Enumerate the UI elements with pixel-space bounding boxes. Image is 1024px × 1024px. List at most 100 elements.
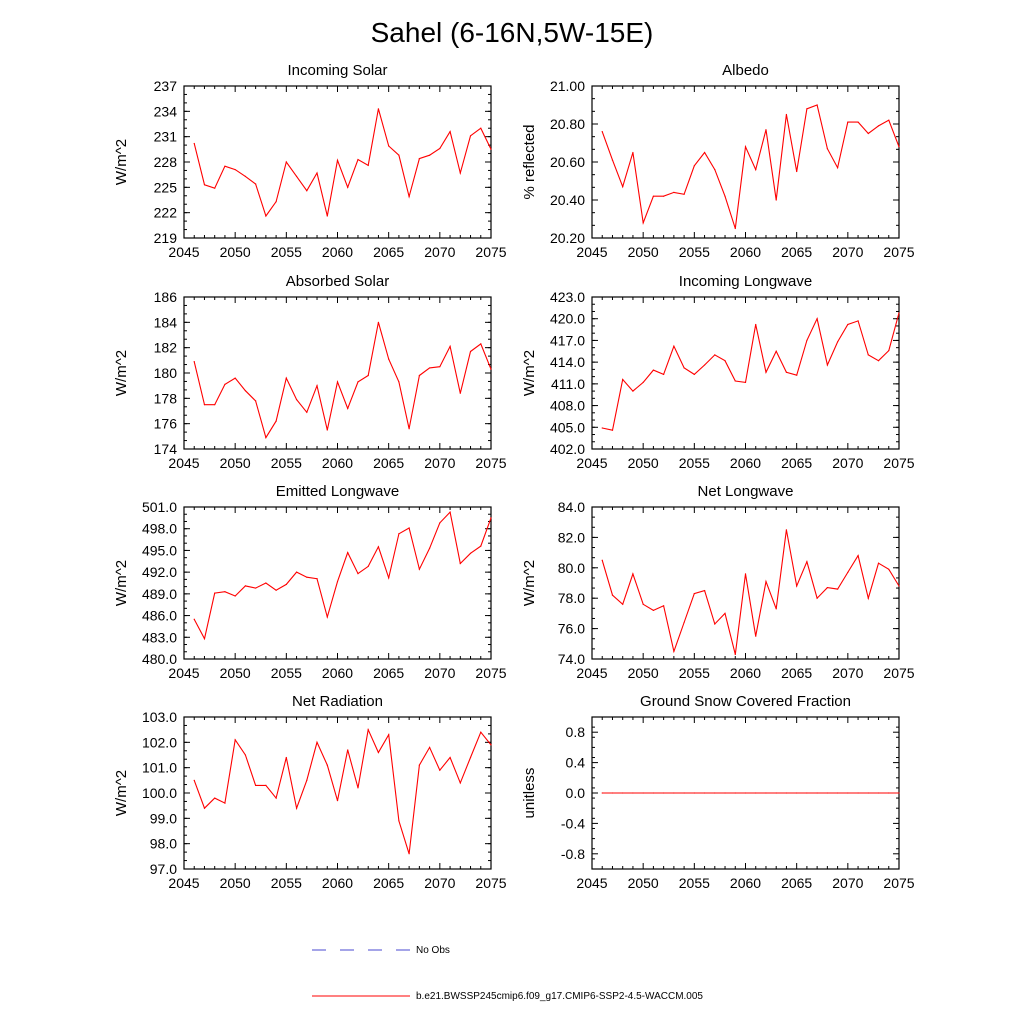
absorbed-solar-point — [316, 385, 318, 387]
absorbed-solar-xtick-label: 2075 — [475, 455, 506, 471]
ground-snow-covered-fraction-point — [816, 792, 818, 794]
incoming-solar-point — [326, 215, 328, 217]
absorbed-solar-point — [388, 358, 390, 360]
emitted-longwave-point — [193, 618, 195, 620]
ground-snow-covered-fraction-point — [806, 792, 808, 794]
net-radiation-point — [429, 746, 431, 749]
emitted-longwave-point — [429, 547, 431, 549]
absorbed-solar-point — [439, 366, 441, 368]
incoming-longwave-point — [755, 323, 757, 326]
net-radiation-point — [439, 769, 441, 771]
incoming-longwave-ytick-label: 402.0 — [550, 441, 585, 457]
net-longwave-title: Net Longwave — [698, 483, 794, 500]
net-radiation-point — [408, 853, 410, 855]
absorbed-solar-ytick-label: 184 — [154, 314, 178, 330]
emitted-longwave-point — [295, 571, 298, 573]
incoming-solar-ytick-label: 237 — [154, 78, 178, 94]
albedo-point — [816, 104, 818, 106]
emitted-longwave-point — [377, 546, 380, 548]
emitted-longwave-xtick-label: 2045 — [168, 665, 199, 681]
net-radiation-point — [347, 749, 349, 751]
albedo-point — [601, 131, 603, 133]
incoming-solar-xtick-label: 2075 — [475, 244, 506, 260]
net-radiation-xtick-label: 2045 — [168, 875, 199, 891]
incoming-longwave-frame — [591, 296, 900, 450]
albedo-point — [877, 125, 880, 127]
emitted-longwave-point — [408, 527, 410, 529]
net-longwave-point — [693, 593, 695, 595]
ground-snow-covered-fraction-point — [652, 792, 655, 794]
ground-snow-covered-fraction-ytick-label: 0.0 — [566, 785, 586, 801]
net-longwave-frame — [591, 506, 900, 660]
incoming-longwave-point — [693, 373, 695, 376]
incoming-solar-point — [459, 172, 461, 174]
incoming-longwave-ytick-label: 423.0 — [550, 289, 585, 305]
absorbed-solar-xtick-label: 2050 — [220, 455, 251, 471]
panel-incoming-longwave: 2045 2050 2055 2060 2065 2070 2075 402.0 405.0 40… — [521, 273, 915, 471]
absorbed-solar-point — [429, 367, 431, 369]
net-longwave-xtick-label: 2070 — [832, 665, 863, 681]
albedo-point — [611, 159, 614, 161]
net-radiation-point — [449, 756, 451, 759]
net-longwave-point — [622, 603, 624, 605]
net-longwave-point — [796, 585, 798, 587]
incoming-solar-point — [285, 161, 287, 163]
incoming-longwave-ylabel: W/m^2 — [521, 350, 538, 396]
net-longwave-point — [888, 568, 890, 570]
albedo-ylabel: % reflected — [521, 124, 538, 199]
albedo-point — [622, 186, 624, 188]
ground-snow-covered-fraction-point — [693, 792, 695, 794]
albedo-point — [826, 148, 828, 150]
incoming-longwave-point — [857, 320, 859, 322]
ground-snow-covered-fraction-ytick-label: -0.8 — [561, 846, 585, 862]
incoming-longwave-point — [622, 378, 624, 381]
incoming-longwave-point — [898, 312, 900, 314]
albedo-frame — [591, 85, 900, 239]
emitted-longwave-point — [490, 517, 492, 519]
net-radiation-ytick-label: 99.0 — [150, 810, 177, 826]
net-longwave-point — [847, 571, 849, 573]
albedo-point — [632, 151, 634, 154]
legend: No Obs b.e21.BWSSP245cmip6.f09_g17.CMIP6… — [312, 945, 703, 1002]
absorbed-solar-point — [326, 429, 328, 431]
net-longwave-point — [642, 603, 644, 605]
incoming-solar-xtick-label: 2060 — [322, 244, 353, 260]
panel-ground-snow-covered-fraction: 2045 2050 2055 2060 2065 2070 2075 -0.8 -0.4 0.0 0… — [521, 693, 915, 891]
absorbed-solar-frame — [183, 296, 492, 450]
net-longwave-point — [826, 586, 828, 589]
ground-snow-covered-fraction-point — [888, 792, 890, 794]
net-radiation-point — [306, 779, 308, 781]
absorbed-solar-ytick-label: 182 — [154, 340, 178, 356]
incoming-longwave-ytick-label: 420.0 — [550, 311, 585, 327]
incoming-solar-ytick-label: 225 — [154, 179, 178, 195]
net-longwave-ylabel: W/m^2 — [521, 560, 538, 606]
incoming-solar-ytick-label: 222 — [154, 205, 178, 221]
emitted-longwave-ytick-label: 498.0 — [142, 521, 177, 537]
net-longwave-point — [673, 650, 675, 653]
net-radiation-xtick-label: 2070 — [424, 875, 455, 891]
emitted-longwave-point — [224, 591, 226, 593]
incoming-longwave-title: Incoming Longwave — [679, 273, 812, 290]
incoming-longwave-point — [632, 390, 634, 392]
net-longwave-ytick-label: 82.0 — [558, 529, 585, 545]
net-longwave-xtick-label: 2060 — [730, 665, 761, 681]
albedo-point — [867, 132, 869, 135]
incoming-longwave-point — [785, 371, 788, 373]
incoming-longwave-ytick-label: 411.0 — [551, 376, 585, 392]
absorbed-solar-point — [244, 390, 246, 392]
ground-snow-covered-fraction-point — [683, 792, 685, 794]
absorbed-solar-title: Absorbed Solar — [286, 273, 389, 290]
net-longwave-point — [898, 585, 900, 587]
incoming-solar-point — [244, 175, 246, 177]
absorbed-solar-ytick-label: 176 — [154, 416, 178, 432]
albedo-point — [775, 199, 777, 201]
emitted-longwave-point — [459, 562, 461, 565]
incoming-longwave-xtick-label: 2045 — [576, 455, 607, 471]
ground-snow-covered-fraction-title: Ground Snow Covered Fraction — [640, 693, 851, 710]
incoming-longwave-ytick-label: 414.0 — [550, 354, 585, 370]
albedo-xtick-label: 2065 — [781, 244, 812, 260]
ground-snow-covered-fraction-ytick-label: 0.8 — [566, 724, 586, 740]
net-radiation-ytick-label: 103.0 — [142, 709, 177, 725]
albedo-series-line — [601, 104, 900, 229]
ground-snow-covered-fraction-point — [775, 792, 777, 794]
